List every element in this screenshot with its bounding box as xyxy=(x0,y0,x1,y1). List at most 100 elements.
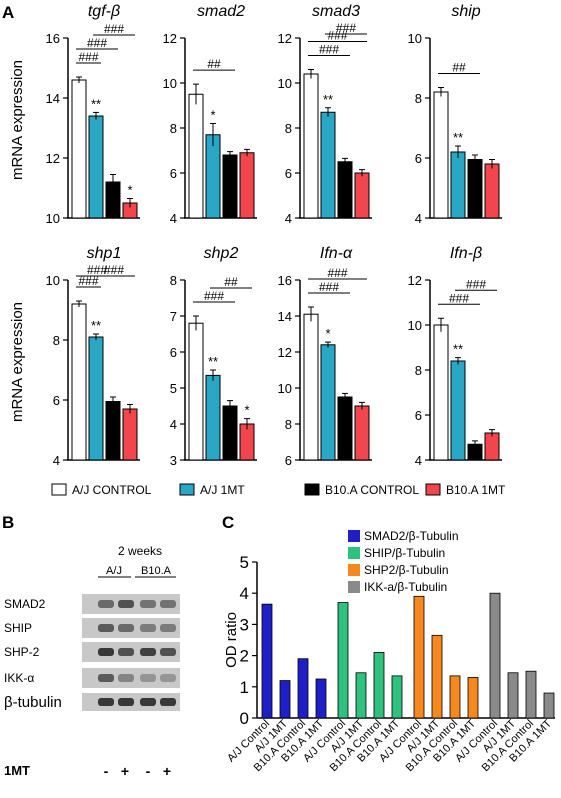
panel-c-label: C xyxy=(222,513,234,532)
bracket-label: ### xyxy=(78,50,98,64)
bar xyxy=(337,396,353,461)
y-tick-label: 5 xyxy=(170,381,177,396)
y-tick-label: 4 xyxy=(170,417,177,432)
chart-4: ship 4 6 8 10 ** ## xyxy=(408,3,502,226)
panel-b-western-blot: 2 weeks A/J B10.A SMAD2 SHIP SHP-2 IKK-α β-t… xyxy=(4,544,180,779)
legend-label: SHP2/β-Tubulin xyxy=(364,563,449,577)
panel-b-label: B xyxy=(2,513,14,532)
y-tick-label: 4 xyxy=(285,211,292,226)
od-bar xyxy=(449,675,461,719)
blot-row-label: SHIP xyxy=(4,621,32,635)
blot-band xyxy=(98,648,114,656)
y-tick-label: 8 xyxy=(285,121,292,136)
legend-label: SMAD2/β-Tubulin xyxy=(364,529,459,543)
bar xyxy=(484,432,500,461)
y-tick-label: 12 xyxy=(46,151,60,166)
bracket-label: ### xyxy=(327,29,347,43)
significance-label: ** xyxy=(453,342,463,357)
blot-row-label: SMAD2 xyxy=(4,597,46,611)
bracket-label: ### xyxy=(466,277,486,291)
chart-title: tgf-β xyxy=(88,3,120,20)
bar xyxy=(450,151,466,219)
y-tick-label: 14 xyxy=(46,91,60,106)
y-tick-label: 14 xyxy=(278,309,292,324)
ylabel: OD ratio xyxy=(223,612,240,668)
legend-label: IKK-a/β-Tubulin xyxy=(364,580,447,594)
blot-band xyxy=(140,698,156,706)
blot-band xyxy=(140,674,156,682)
significance-label: * xyxy=(127,183,132,198)
y-tick-label: 12 xyxy=(163,31,177,46)
bar xyxy=(222,405,238,461)
y-tick-label: 16 xyxy=(46,31,60,46)
bar xyxy=(88,336,104,461)
y-tick-label: 3 xyxy=(240,615,249,634)
blot-treatment-label: 1MT xyxy=(4,763,30,778)
y-tick-label: 10 xyxy=(46,211,60,226)
blot-band xyxy=(118,600,134,608)
y-tick-label: 8 xyxy=(415,91,422,106)
y-tick-label: 10 xyxy=(46,273,60,288)
bracket-label: ### xyxy=(87,36,107,50)
legend-label: B10.A 1MT xyxy=(446,483,506,497)
y-tick-label: 6 xyxy=(415,151,422,166)
y-tick-label: 6 xyxy=(53,393,60,408)
y-tick-label: 6 xyxy=(415,408,422,423)
bar xyxy=(122,408,138,461)
bar xyxy=(188,322,204,461)
treatment-sign: + xyxy=(163,763,171,779)
y-tick-label: 16 xyxy=(278,273,292,288)
od-bar xyxy=(355,672,367,719)
bar xyxy=(205,134,221,219)
legend-label: SHIP/β-Tubulin xyxy=(364,546,445,560)
chart-title: shp1 xyxy=(87,245,122,262)
chart-title: Ifn-α xyxy=(320,245,353,262)
significance-label: * xyxy=(244,403,249,418)
panel-a-legend: A/J CONTROL A/J 1MT B10.A CONTROL B10.A 1MT xyxy=(51,483,506,497)
y-tick-label: 5 xyxy=(240,553,249,572)
blot-band xyxy=(140,648,156,656)
blot-group-aj: A/J xyxy=(106,565,122,577)
blot-band xyxy=(118,698,134,706)
bracket-label: ### xyxy=(319,43,339,57)
bar xyxy=(433,91,449,219)
bar xyxy=(71,303,87,461)
legend-swatch xyxy=(425,483,441,496)
chart-8: Ifn-β 4 6 8 10 12 ** ###### xyxy=(408,245,502,468)
treatment-sign: - xyxy=(104,763,109,779)
bar xyxy=(484,163,500,219)
y-tick-label: 8 xyxy=(170,121,177,136)
treatment-sign: - xyxy=(146,763,151,779)
bar xyxy=(320,344,336,461)
blot-band xyxy=(98,624,114,632)
od-bar xyxy=(261,603,273,719)
bracket-label: ### xyxy=(104,263,124,277)
chart-title: smad2 xyxy=(197,3,245,20)
od-bar xyxy=(337,602,349,719)
y-tick-label: 10 xyxy=(278,76,292,91)
y-tick-label: 12 xyxy=(278,345,292,360)
significance-label: * xyxy=(210,108,215,123)
od-bar xyxy=(297,658,309,719)
ylabel-mrna-row2: mRNA expression xyxy=(9,302,26,422)
blot-band xyxy=(98,698,114,706)
legend-swatch xyxy=(348,581,360,593)
bar xyxy=(303,313,319,461)
legend-swatch xyxy=(348,564,360,576)
y-tick-label: 10 xyxy=(278,381,292,396)
legend-label: B10.A CONTROL xyxy=(325,483,419,497)
bar xyxy=(239,152,255,219)
significance-label: ** xyxy=(453,130,463,145)
od-bar xyxy=(431,634,443,719)
legend-swatch xyxy=(348,547,360,559)
bar xyxy=(71,79,87,219)
chart-title: smad3 xyxy=(312,3,360,20)
bracket-label: ### xyxy=(204,289,224,303)
significance-label: ** xyxy=(91,96,101,111)
blot-band xyxy=(98,674,114,682)
blot-band xyxy=(160,698,176,706)
bar xyxy=(433,324,449,461)
blot-band xyxy=(118,648,134,656)
